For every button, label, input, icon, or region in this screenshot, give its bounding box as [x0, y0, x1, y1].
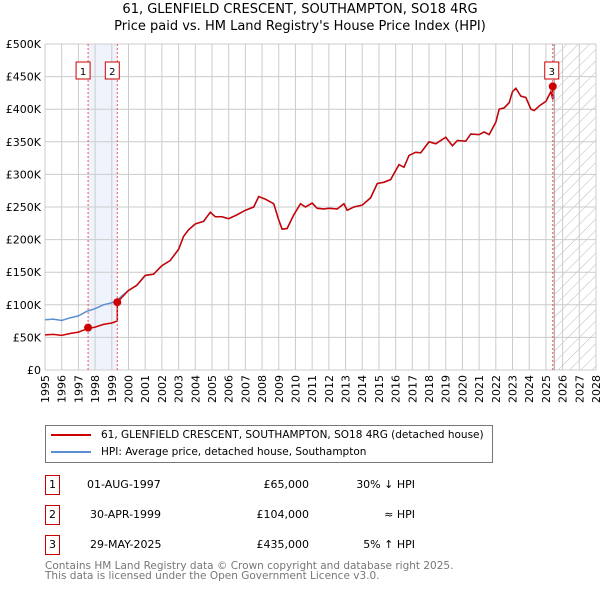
y-tick-label: £400K: [6, 103, 42, 116]
transaction-row: 2 30-APR-1999 £104,000 ≈ HPI: [45, 505, 415, 525]
y-tick-label: £250K: [6, 201, 42, 214]
legend-property: 61, GLENFIELD CRESCENT, SOUTHAMPTON, SO1…: [101, 429, 484, 441]
x-tick-label: 1995: [39, 375, 52, 403]
x-tick-label: 2014: [356, 375, 369, 403]
transaction-row: 1 01-AUG-1997 £65,000 30% ↓ HPI: [45, 475, 415, 495]
y-tick-label: £0: [27, 364, 41, 377]
transaction-price: £65,000: [263, 478, 310, 491]
sale-label: 1: [80, 67, 86, 78]
x-tick-label: 2028: [590, 375, 600, 403]
x-tick-label: 1998: [89, 375, 102, 403]
x-tick-label: 2016: [390, 375, 403, 403]
transaction-row: 3 29-MAY-2025 £435,000 5% ↑ HPI: [45, 535, 415, 555]
property-price-line: [44, 85, 555, 337]
x-tick-label: 2008: [256, 375, 269, 403]
x-tick-label: 2005: [206, 375, 219, 403]
transaction-hpi: 30% ↓ HPI: [356, 478, 415, 491]
sale-label: 3: [549, 67, 555, 78]
x-tick-label: 2021: [473, 375, 486, 403]
x-tick-label: 2012: [323, 375, 336, 403]
x-tick-label: 2024: [523, 375, 536, 403]
y-tick-label: £350K: [6, 136, 42, 149]
chart-title: 61, GLENFIELD CRESCENT, SOUTHAMPTON, SO1…: [122, 2, 478, 17]
y-tick-label: £500K: [6, 38, 42, 51]
y-tick-label: £300K: [6, 168, 42, 181]
sale-label-box: [75, 61, 91, 80]
sale-point: [548, 82, 557, 91]
footer-line-2: This data is licensed under the Open Gov…: [45, 570, 380, 582]
x-tick-label: 2018: [423, 375, 436, 403]
y-tick-label: £200K: [6, 234, 42, 247]
x-tick-label: 2026: [557, 375, 570, 403]
x-tick-label: 2009: [273, 375, 286, 403]
x-tick-label: 2007: [239, 375, 252, 403]
price-chart: 1995 1996 1997 1998 1999 2000 2001 2002 2003 2004…: [6, 38, 600, 403]
transaction-price: £435,000: [256, 538, 310, 551]
footer: Contains HM Land Registry data © Crown c…: [45, 560, 454, 582]
x-tick-label: 2004: [189, 375, 202, 403]
x-tick-label: 1997: [72, 375, 85, 403]
y-tick-label: £50K: [13, 331, 42, 344]
legend-swatch-hpi: [51, 451, 91, 453]
sale-label: 2: [109, 67, 115, 78]
legend-swatch-property: [51, 434, 91, 436]
x-tick-label: 2020: [456, 375, 469, 403]
transaction-hpi: ≈ HPI: [384, 508, 415, 521]
transaction-date: 29-MAY-2025: [90, 538, 162, 551]
x-tick-label: 2010: [289, 375, 302, 403]
transaction-date: 01-AUG-1997: [87, 478, 161, 491]
transaction-marker: 3: [45, 535, 60, 555]
x-tick-label: 2011: [306, 375, 319, 403]
x-tick-label: 2006: [223, 375, 236, 403]
transaction-hpi: 5% ↑ HPI: [363, 538, 415, 551]
x-tick-label: 1996: [56, 375, 69, 403]
sale-label-box: [104, 61, 120, 80]
x-tick-label: 2003: [173, 375, 186, 403]
legend-hpi: HPI: Average price, detached house, Sout…: [101, 446, 367, 458]
x-tick-label: 2001: [139, 375, 152, 403]
transaction-marker: 2: [45, 505, 60, 525]
transaction-price: £104,000: [256, 508, 310, 521]
x-tick-label: 2000: [122, 375, 135, 403]
x-tick-label: 2017: [406, 375, 419, 403]
x-tick-label: 2002: [156, 375, 169, 403]
x-tick-label: 2022: [490, 375, 503, 403]
sale-point: [113, 298, 122, 307]
transaction-date: 30-APR-1999: [90, 508, 162, 521]
legend: 61, GLENFIELD CRESCENT, SOUTHAMPTON, SO1…: [45, 425, 493, 463]
x-tick-label: 2023: [507, 375, 520, 403]
sale-point: [84, 323, 93, 332]
x-tick-label: 2015: [373, 375, 386, 403]
y-tick-label: £100K: [6, 299, 42, 312]
chart-subtitle: Price paid vs. HM Land Registry's House …: [114, 19, 486, 34]
x-tick-label: 2027: [573, 375, 586, 403]
x-tick-label: 2013: [340, 375, 353, 403]
x-tick-label: 1999: [106, 375, 119, 403]
footer-line-1: Contains HM Land Registry data © Crown c…: [45, 560, 454, 572]
x-tick-label: 2019: [440, 375, 453, 403]
x-tick-label: 2025: [540, 375, 553, 403]
y-tick-label: £150K: [6, 266, 42, 279]
y-tick-label: £450K: [6, 71, 42, 84]
transaction-marker: 1: [45, 475, 60, 495]
sale-label-box: [544, 61, 560, 80]
